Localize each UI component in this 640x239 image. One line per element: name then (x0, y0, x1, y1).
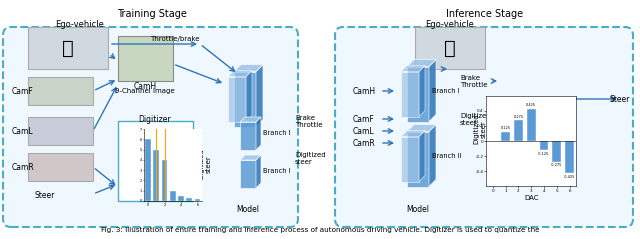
Bar (28, 77, 93, 105)
Text: -0.125: -0.125 (538, 152, 550, 156)
Polygon shape (419, 65, 425, 116)
Bar (28, 27, 108, 69)
Polygon shape (401, 136, 419, 181)
Polygon shape (407, 131, 429, 186)
Text: CamR: CamR (353, 138, 376, 147)
Text: Training Stage: Training Stage (117, 9, 187, 19)
Bar (186, 198, 192, 201)
Text: CamF: CamF (353, 114, 375, 124)
Text: Fig. 3: Illustration of entire training and inference process of autonomous driv: Fig. 3: Illustration of entire training … (100, 227, 540, 233)
Text: CamH: CamH (133, 81, 157, 91)
Bar (154, 150, 159, 201)
Text: 0.125: 0.125 (500, 126, 511, 130)
Text: 0.425: 0.425 (526, 103, 536, 107)
Text: Brake
Throttle: Brake Throttle (295, 114, 323, 127)
Bar (501, 131, 510, 141)
Polygon shape (407, 60, 436, 66)
Text: Branch I: Branch I (263, 130, 291, 136)
Bar (565, 141, 574, 173)
Polygon shape (234, 65, 263, 71)
Polygon shape (228, 71, 252, 76)
Polygon shape (240, 155, 261, 160)
Text: 🚗: 🚗 (62, 38, 74, 58)
Polygon shape (256, 155, 261, 188)
Polygon shape (429, 60, 436, 121)
Bar (28, 153, 93, 181)
Bar (118, 121, 193, 201)
Bar (552, 141, 561, 162)
Bar (28, 117, 93, 145)
Polygon shape (246, 71, 252, 121)
Text: Branch I: Branch I (432, 88, 460, 94)
Text: Model: Model (237, 205, 259, 213)
Polygon shape (240, 160, 256, 188)
Polygon shape (240, 117, 261, 122)
Text: CamH: CamH (353, 87, 376, 96)
Text: CamL: CamL (353, 126, 374, 136)
Text: Branch I: Branch I (263, 168, 291, 174)
Bar (415, 27, 485, 69)
Polygon shape (228, 76, 246, 121)
Text: Digitized
steer: Digitized steer (474, 114, 486, 144)
Bar (162, 160, 168, 201)
Bar (527, 109, 536, 141)
Bar (514, 120, 523, 141)
Text: Throttle/brake: Throttle/brake (150, 36, 200, 42)
Text: 0.275: 0.275 (513, 115, 524, 119)
Text: Ego-vehicle: Ego-vehicle (426, 20, 474, 28)
Text: Digitized
steer: Digitized steer (198, 149, 211, 179)
Polygon shape (234, 71, 256, 126)
Text: Steer: Steer (610, 94, 630, 103)
Text: Digitized
steer: Digitized steer (295, 152, 326, 165)
Text: Digitizer: Digitizer (139, 114, 172, 124)
Text: CamR: CamR (12, 163, 35, 172)
Text: 9-Channel Image: 9-Channel Image (115, 88, 175, 94)
Polygon shape (401, 65, 425, 71)
Text: Model: Model (406, 205, 429, 213)
Text: Inference Stage: Inference Stage (447, 9, 524, 19)
Text: CamL: CamL (12, 126, 34, 136)
Text: 🚗: 🚗 (444, 38, 456, 58)
Polygon shape (401, 71, 419, 116)
Bar (145, 139, 151, 201)
Text: Ego-vehicle: Ego-vehicle (56, 20, 104, 28)
FancyBboxPatch shape (3, 27, 298, 227)
Polygon shape (429, 125, 436, 186)
Text: -0.275: -0.275 (551, 163, 563, 167)
Text: CamF: CamF (12, 87, 34, 96)
Bar (118, 36, 173, 81)
FancyBboxPatch shape (335, 27, 633, 227)
Polygon shape (407, 125, 436, 131)
Text: -0.425: -0.425 (564, 175, 575, 179)
Text: Branch II: Branch II (432, 153, 461, 159)
Text: Steer: Steer (35, 190, 55, 200)
Polygon shape (256, 117, 261, 150)
Bar (488, 39, 618, 139)
Bar (178, 196, 184, 201)
Polygon shape (256, 65, 263, 126)
Text: Digitized
steer: Digitized steer (460, 113, 491, 125)
Polygon shape (401, 130, 425, 136)
Bar (170, 190, 175, 201)
X-axis label: DAC: DAC (524, 195, 538, 201)
Bar (540, 141, 548, 151)
Bar (195, 199, 200, 201)
Polygon shape (407, 66, 429, 121)
Text: Brake
Throttle: Brake Throttle (460, 75, 488, 87)
Polygon shape (240, 122, 256, 150)
Polygon shape (419, 130, 425, 181)
